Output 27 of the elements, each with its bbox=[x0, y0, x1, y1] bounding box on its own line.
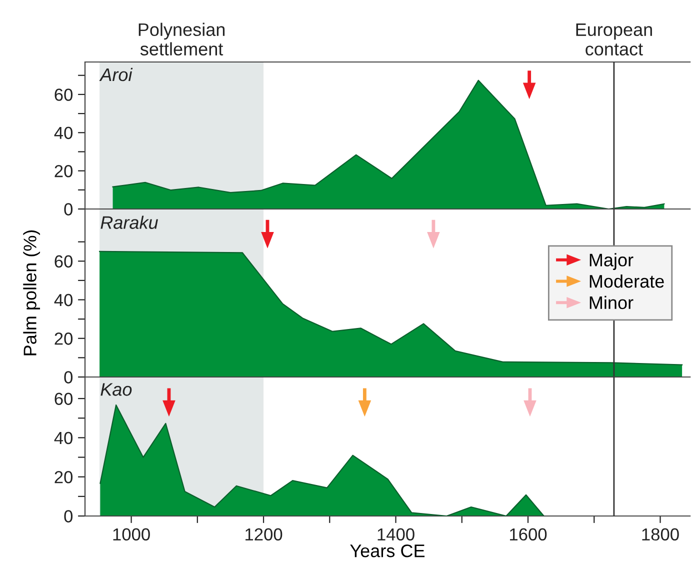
y-tick-label: 40 bbox=[54, 126, 73, 140]
y-tick-label: 20 bbox=[54, 471, 73, 484]
legend-label: Moderate bbox=[590, 274, 664, 288]
band-label: Polynesian settlement bbox=[138, 22, 225, 56]
ref-line-label: European contact bbox=[576, 23, 652, 56]
y-tick-label: 0 bbox=[64, 510, 73, 522]
x-tick-label: 1200 bbox=[246, 528, 282, 541]
x-tick-label: 1000 bbox=[113, 528, 150, 541]
y-tick-label: 60 bbox=[54, 392, 73, 405]
y-tick-label: 20 bbox=[54, 164, 73, 178]
y-tick-label: 40 bbox=[54, 294, 73, 306]
x-tick-label: 1400 bbox=[378, 528, 414, 541]
y-tick-label: 0 bbox=[64, 371, 73, 384]
legend-label: Major bbox=[590, 253, 634, 270]
chart-title: Raraku bbox=[100, 216, 158, 229]
chart-title: Kao bbox=[100, 383, 132, 396]
y-axis-title: Palm pollen (%) bbox=[23, 230, 40, 356]
y-tick-label: 0 bbox=[64, 203, 73, 216]
legend-label: Minor bbox=[590, 296, 634, 310]
y-tick-label: 20 bbox=[54, 332, 73, 345]
y-tick-label: 40 bbox=[54, 432, 73, 444]
x-axis-title: Years CE bbox=[350, 544, 425, 558]
x-tick-label: 1800 bbox=[642, 528, 679, 541]
x-tick-label: 1600 bbox=[510, 528, 547, 541]
y-tick-label: 60 bbox=[54, 88, 73, 101]
chart-title: Aroi bbox=[99, 68, 133, 82]
y-tick-label: 60 bbox=[54, 255, 73, 268]
